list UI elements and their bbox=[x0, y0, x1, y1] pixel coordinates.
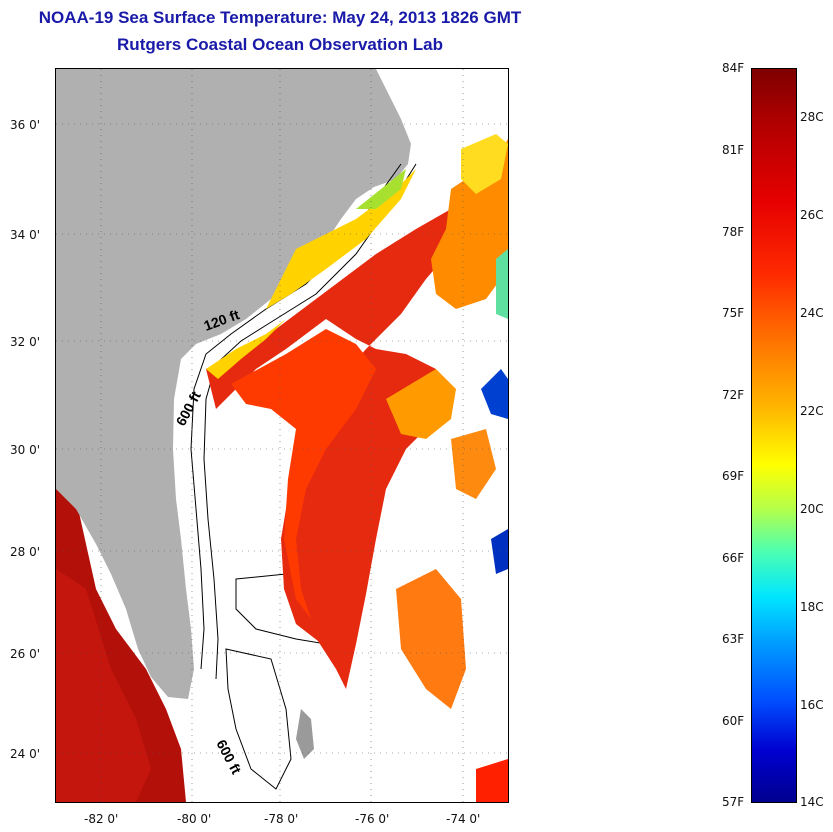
lat-label: 34 0' bbox=[10, 228, 41, 242]
offshore-orange-4 bbox=[451, 429, 496, 499]
colorbar-label-f: 63F bbox=[722, 632, 745, 646]
lat-label: 28 0' bbox=[10, 545, 41, 559]
lat-label: 26 0' bbox=[10, 647, 41, 661]
lat-label: 30 0' bbox=[10, 443, 41, 457]
colorbar-label-f: 57F bbox=[722, 795, 745, 809]
colorbar-label-c: 22C bbox=[800, 404, 824, 418]
contour-label-600ft-bahamas: 600 ft bbox=[213, 737, 244, 777]
colorbar-label-c: 18C bbox=[800, 600, 824, 614]
sst-map-canvas: 120 ft 600 ft 600 ft bbox=[56, 69, 508, 802]
lon-label: -76 0' bbox=[355, 812, 390, 826]
colorbar-label-c: 24C bbox=[800, 306, 824, 320]
colorbar-label-f: 60F bbox=[722, 714, 745, 728]
caribbean-red bbox=[476, 759, 508, 802]
land-bahamas bbox=[296, 709, 314, 759]
gulf-stream-core bbox=[231, 329, 376, 619]
temperature-colorbar bbox=[751, 68, 797, 803]
colorbar-label-c: 26C bbox=[800, 208, 824, 222]
lon-label: -78 0' bbox=[264, 812, 299, 826]
colorbar-label-f: 72F bbox=[722, 388, 745, 402]
colorbar-label-c: 20C bbox=[800, 502, 824, 516]
offshore-blue-2 bbox=[491, 529, 508, 574]
map-subtitle: Rutgers Coastal Ocean Observation Lab bbox=[117, 35, 443, 54]
lat-label: 36 0' bbox=[10, 118, 41, 132]
land-mainland bbox=[56, 69, 411, 699]
colorbar-label-f: 75F bbox=[722, 306, 745, 320]
sst-map[interactable]: 120 ft 600 ft 600 ft bbox=[55, 68, 509, 803]
offshore-blue bbox=[481, 369, 508, 419]
colorbar-label-c: 14C bbox=[800, 795, 824, 809]
shelf-water-green bbox=[356, 169, 406, 209]
graticule bbox=[56, 69, 508, 802]
contour-label-600ft: 600 ft bbox=[173, 388, 204, 428]
lon-label: -82 0' bbox=[84, 812, 119, 826]
lat-label: 24 0' bbox=[10, 747, 41, 761]
shelf-water-yellow-2 bbox=[206, 319, 286, 379]
lat-label: 32 0' bbox=[10, 335, 41, 349]
colorbar-label-f: 84F bbox=[722, 61, 745, 75]
offshore-orange-2 bbox=[386, 369, 456, 439]
colorbar-label-f: 69F bbox=[722, 469, 745, 483]
offshore-yellow bbox=[461, 134, 508, 194]
gulf-water-lighter bbox=[56, 569, 151, 802]
gulf-stream-warm bbox=[206, 209, 466, 689]
colorbar-label-f: 78F bbox=[722, 225, 745, 239]
colorbar-label-f: 66F bbox=[722, 551, 745, 565]
bahamas-bank-contour-2 bbox=[225, 648, 292, 790]
offshore-green bbox=[496, 249, 508, 319]
lon-label: -74 0' bbox=[446, 812, 481, 826]
map-title: NOAA-19 Sea Surface Temperature: May 24,… bbox=[38, 8, 522, 27]
colorbar-label-c: 16C bbox=[800, 698, 824, 712]
colorbar-label-c: 28C bbox=[800, 110, 824, 124]
colorbar-label-f: 81F bbox=[722, 143, 745, 157]
lon-label: -80 0' bbox=[177, 812, 212, 826]
offshore-orange-3 bbox=[396, 569, 466, 709]
